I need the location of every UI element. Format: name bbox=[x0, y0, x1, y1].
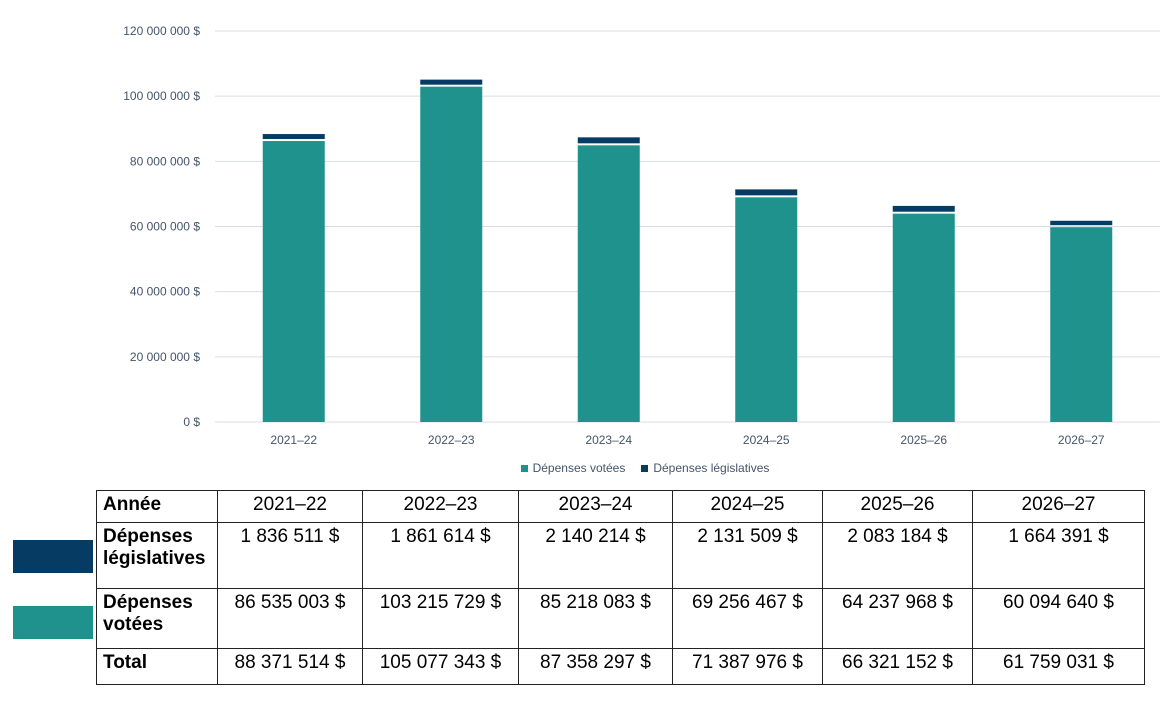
table-header-cell: 2024–25 bbox=[672, 490, 823, 523]
table-cell: 85 218 083 $ bbox=[518, 588, 673, 649]
x-tick-label: 2022–23 bbox=[428, 433, 475, 447]
table-header-row: Année 2021–22 2022–23 2023–24 2024–25 20… bbox=[96, 490, 1145, 523]
y-tick-label: 120 000 000 $ bbox=[123, 24, 200, 38]
bar-legislatives bbox=[262, 134, 325, 140]
bar-legislatives bbox=[892, 205, 955, 212]
y-tick-label: 80 000 000 $ bbox=[130, 154, 200, 168]
row-label: Dépenses législatives bbox=[96, 522, 218, 589]
bar-legislatives bbox=[1050, 220, 1113, 226]
bar-legislatives bbox=[577, 137, 640, 144]
table-cell: 2 140 214 $ bbox=[518, 522, 673, 589]
bar-votees bbox=[420, 86, 483, 422]
table-cell: 66 321 152 $ bbox=[822, 648, 973, 685]
bar-votees bbox=[577, 145, 640, 422]
table-header-cell: 2026–27 bbox=[972, 490, 1145, 523]
row-label: Total bbox=[96, 648, 218, 685]
x-tick-label: 2026–27 bbox=[1058, 433, 1105, 447]
swatch-legislatives bbox=[13, 540, 93, 573]
data-table: Année 2021–22 2022–23 2023–24 2024–25 20… bbox=[96, 490, 1145, 685]
table-cell: 103 215 729 $ bbox=[362, 588, 519, 649]
table-row-total: Total 88 371 514 $ 105 077 343 $ 87 358 … bbox=[96, 648, 1145, 685]
y-tick-label: 100 000 000 $ bbox=[123, 89, 200, 103]
x-tick-label: 2021–22 bbox=[270, 433, 317, 447]
table-cell: 2 131 509 $ bbox=[672, 522, 823, 589]
swatch-votees bbox=[13, 606, 93, 639]
table-header-cell: 2021–22 bbox=[217, 490, 363, 523]
table-cell: 1 861 614 $ bbox=[362, 522, 519, 589]
table-cell: 60 094 640 $ bbox=[972, 588, 1145, 649]
x-tick-label: 2024–25 bbox=[743, 433, 790, 447]
legend-item-votees: Dépenses votées bbox=[520, 461, 626, 475]
y-tick-label: 20 000 000 $ bbox=[130, 350, 200, 364]
legend: Dépenses votées Dépenses législatives bbox=[0, 461, 1170, 475]
table-header-cell: 2022–23 bbox=[362, 490, 519, 523]
table-header-cell: 2025–26 bbox=[822, 490, 973, 523]
table-cell: 61 759 031 $ bbox=[972, 648, 1145, 685]
table-cell: 105 077 343 $ bbox=[362, 648, 519, 685]
table-cell: 88 371 514 $ bbox=[217, 648, 363, 685]
bar-legislatives bbox=[420, 79, 483, 85]
table-cell: 1 664 391 $ bbox=[972, 522, 1145, 589]
row-label: Dépenses votées bbox=[96, 588, 218, 649]
table-header-cell: 2023–24 bbox=[518, 490, 673, 523]
x-tick-label: 2023–24 bbox=[585, 433, 632, 447]
table-row: Dépenses votées 86 535 003 $ 103 215 729… bbox=[96, 588, 1145, 649]
bar-votees bbox=[262, 141, 325, 423]
table-header-cell: Année bbox=[96, 490, 218, 523]
legend-label: Dépenses votées bbox=[532, 461, 626, 475]
bar-votees bbox=[735, 197, 798, 422]
bar-votees bbox=[1050, 227, 1113, 422]
table-cell: 86 535 003 $ bbox=[217, 588, 363, 649]
table-cell: 1 836 511 $ bbox=[217, 522, 363, 589]
table-row: Dépenses législatives 1 836 511 $ 1 861 … bbox=[96, 522, 1145, 589]
legend-item-legislatives: Dépenses législatives bbox=[641, 461, 769, 475]
table-cell: 87 358 297 $ bbox=[518, 648, 673, 685]
y-tick-label: 0 $ bbox=[183, 415, 200, 429]
y-tick-label: 40 000 000 $ bbox=[130, 285, 200, 299]
bar-legislatives bbox=[735, 189, 798, 196]
table-cell: 71 387 976 $ bbox=[672, 648, 823, 685]
stacked-bar-chart: 0 $ 20 000 000 $ 40 000 000 $ 60 000 000 $ 8… bbox=[123, 24, 1160, 447]
x-tick-label: 2025–26 bbox=[900, 433, 947, 447]
legend-label: Dépenses législatives bbox=[653, 461, 770, 475]
table-cell: 69 256 467 $ bbox=[672, 588, 823, 649]
bar-votees bbox=[892, 213, 955, 422]
y-tick-label: 60 000 000 $ bbox=[130, 220, 200, 234]
table-cell: 2 083 184 $ bbox=[822, 522, 973, 589]
table-cell: 64 237 968 $ bbox=[822, 588, 973, 649]
